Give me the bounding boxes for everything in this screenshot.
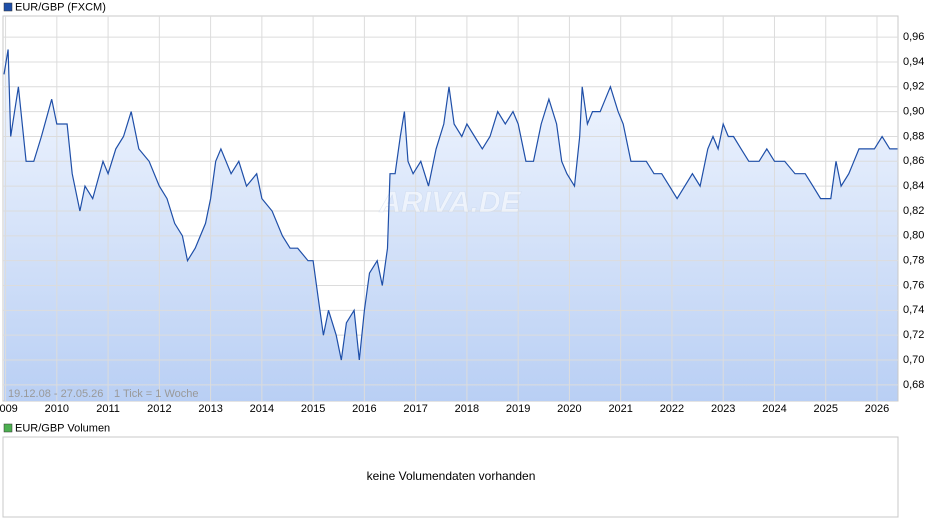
x-tick-label: 2023 [711, 403, 735, 415]
no-data-message: keine Volumendaten vorhanden [367, 469, 536, 483]
x-tick-label: 2020 [557, 403, 581, 415]
x-tick-label: 2015 [301, 403, 325, 415]
x-tick-label: 2009 [0, 403, 18, 415]
y-tick-label: 0,68 [903, 379, 924, 391]
x-tick-label: 2024 [762, 403, 786, 415]
x-tick-label: 2019 [506, 403, 530, 415]
x-tick-label: 2026 [865, 403, 889, 415]
x-tick-label: 2013 [198, 403, 222, 415]
legend-swatch [3, 2, 13, 12]
range-label: 19.12.08 - 27.05.26 [8, 388, 103, 400]
legend-label: EUR/GBP (FXCM) [15, 1, 106, 13]
interval-label: 1 Tick = 1 Woche [114, 388, 198, 400]
y-tick-label: 0,82 [903, 205, 924, 217]
price-line [3, 49, 898, 361]
y-tick-label: 0,92 [903, 81, 924, 93]
y-tick-label: 0,72 [903, 329, 924, 341]
y-tick-label: 0,78 [903, 255, 924, 267]
volume-frame [2, 436, 899, 518]
price-panel: ARIVA.DE 0,68 0,70 0,72 0,74 0,76 0,78 0,80 0,82… [0, 1, 924, 415]
watermark: ARIVA.DE [378, 186, 521, 219]
legend-swatch [3, 423, 13, 433]
y-tick-label: 0,94 [903, 56, 924, 68]
x-tick-label: 2017 [403, 403, 427, 415]
y-tick-label: 0,88 [903, 130, 924, 142]
x-tick-label: 2022 [660, 403, 684, 415]
x-tick-label: 2010 [45, 403, 69, 415]
x-tick-label: 2014 [250, 403, 274, 415]
x-tick-label: 2011 [96, 403, 120, 415]
area-fill [4, 49, 898, 401]
y-tick-label: 0,76 [903, 279, 924, 291]
legend-label: EUR/GBP Volumen [15, 422, 110, 434]
y-tick-label: 0,70 [903, 354, 924, 366]
x-tick-label: 2012 [147, 403, 171, 415]
y-tick-label: 0,84 [903, 180, 924, 192]
y-tick-label: 0,96 [903, 31, 924, 43]
x-tick-label: 2016 [352, 403, 376, 415]
y-tick-label: 0,74 [903, 304, 924, 316]
y-tick-label: 0,86 [903, 155, 924, 167]
x-tick-label: 2018 [455, 403, 479, 415]
x-tick-label: 2021 [608, 403, 632, 415]
y-tick-label: 0,90 [903, 106, 924, 118]
y-tick-label: 0,80 [903, 230, 924, 242]
x-tick-label: 2025 [813, 403, 837, 415]
